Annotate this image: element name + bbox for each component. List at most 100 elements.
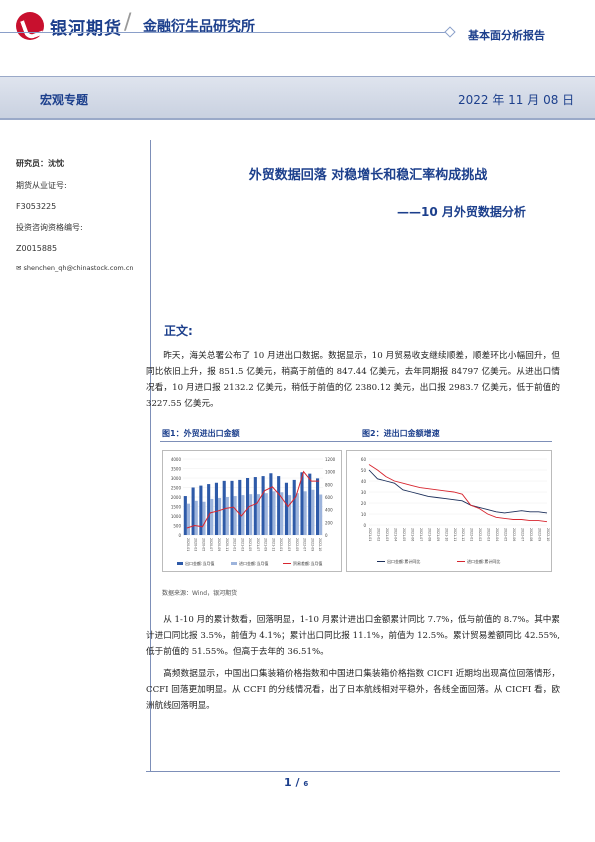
y-tick-label: 50 bbox=[361, 468, 367, 473]
y-left-tick-label: 500 bbox=[173, 524, 181, 529]
x-tick-label: 2022-05 bbox=[295, 538, 299, 551]
legend-label-balance: 贸易差额:当月值 bbox=[293, 560, 322, 566]
y-right-tick-label: 800 bbox=[325, 482, 333, 487]
export-bar bbox=[316, 478, 320, 535]
figure-2-title: 图2：进出口金额增速 bbox=[362, 429, 440, 438]
export-bar bbox=[191, 487, 195, 535]
export-bar bbox=[214, 482, 218, 535]
y-left-tick-label: 3500 bbox=[171, 467, 182, 472]
diamond-icon bbox=[444, 26, 456, 38]
company-name: 银河期货 bbox=[50, 19, 122, 39]
chart1-svg: 4000350030002500200015001000500012001000… bbox=[171, 457, 336, 566]
import-bar bbox=[295, 493, 299, 535]
x-tick-label: 2021-10 bbox=[444, 528, 448, 541]
current-page: 1 bbox=[284, 776, 292, 789]
export-growth-line bbox=[368, 469, 548, 514]
trade-balance-line bbox=[186, 470, 320, 529]
import-bar bbox=[311, 489, 315, 535]
import-bar bbox=[225, 497, 229, 535]
email-row: ✉ shenchen_qh@chinastock.com.cn bbox=[16, 264, 141, 272]
import-bar bbox=[264, 493, 268, 535]
category-band bbox=[0, 76, 595, 120]
x-tick-label: 2022-10 bbox=[318, 538, 322, 551]
header-divider bbox=[0, 32, 452, 33]
import-bar bbox=[256, 494, 260, 535]
report-subtitle: ——10 月外贸数据分析 bbox=[397, 205, 526, 219]
chart-trade-growth: 60 50 40 30 20 10 0 2021-01 2021-02 2021-03 2021-0… bbox=[346, 450, 552, 572]
x-tick-label: 2022-08 bbox=[529, 528, 533, 541]
x-tick-label: 2020-03 bbox=[194, 538, 198, 551]
export-bar bbox=[308, 473, 312, 535]
x-tick-label: 2020-07 bbox=[209, 538, 213, 551]
x-tick-label: 2021-03 bbox=[385, 528, 389, 541]
export-bar bbox=[284, 482, 288, 535]
figure-1-title: 图1：外贸进出口金额 bbox=[162, 429, 240, 438]
category-label: 宏观专题 bbox=[40, 93, 89, 107]
y-left-tick-label: 4000 bbox=[171, 457, 182, 462]
advisory-number: Z0015885 bbox=[16, 244, 58, 253]
import-bar bbox=[194, 500, 198, 535]
export-bar bbox=[238, 479, 242, 535]
y-left-tick-label: 1500 bbox=[171, 505, 182, 510]
sidebar-divider bbox=[150, 140, 151, 772]
x-tick-label: 2022-10 bbox=[546, 528, 550, 541]
y-right-tick-label: 0 bbox=[325, 533, 328, 538]
x-tick-label: 2021-04 bbox=[393, 528, 397, 541]
x-tick-label: 2022-03 bbox=[287, 538, 291, 551]
export-bar bbox=[277, 476, 281, 535]
export-bar bbox=[261, 476, 265, 535]
mail-icon: ✉ bbox=[16, 264, 24, 272]
page-separator: / bbox=[291, 776, 304, 789]
y-right-tick-label: 1000 bbox=[325, 470, 336, 475]
x-tick-label: 2021-05 bbox=[402, 528, 406, 541]
footer-divider bbox=[146, 771, 560, 772]
x-tick-label: 2021-11 bbox=[271, 538, 275, 551]
x-tick-label: 2022-09 bbox=[538, 528, 542, 541]
y-left-tick-label: 3000 bbox=[171, 476, 182, 481]
y-left-tick-label: 0 bbox=[178, 533, 181, 538]
y-tick-label: 10 bbox=[361, 512, 367, 517]
y-tick-label: 0 bbox=[363, 523, 366, 528]
legend-swatch-import bbox=[231, 562, 237, 565]
x-tick-label: 2022-01 bbox=[279, 538, 283, 551]
export-bar bbox=[253, 477, 257, 535]
chart-trade-amount: 4000 3500 3000 2500 2000 1500 1000 500 0 1200 1000… bbox=[162, 450, 342, 572]
y-tick-label: 60 bbox=[361, 457, 367, 462]
x-tick-label: 2020-05 bbox=[201, 538, 205, 551]
y-right-tick-label: 1200 bbox=[325, 457, 336, 462]
x-tick-label: 2022-01 bbox=[470, 528, 474, 541]
legend-swatch-export bbox=[177, 562, 183, 565]
y-tick-label: 30 bbox=[361, 490, 367, 495]
report-type: 基本面分析报告 bbox=[468, 29, 545, 42]
import-bar bbox=[303, 491, 307, 535]
export-bar bbox=[199, 485, 203, 535]
import-bar bbox=[233, 496, 237, 535]
y-right-tick-label: 600 bbox=[325, 495, 333, 500]
page-header: 银河期货 / 金融衍生品研究所 基本面分析报告 bbox=[0, 0, 595, 56]
x-tick-label: 2021-07 bbox=[256, 538, 260, 551]
x-tick-label: 2021-12 bbox=[461, 528, 465, 541]
import-bar bbox=[272, 491, 276, 535]
legend-label-import: 进口金额:当月值 bbox=[239, 560, 268, 566]
import-bar bbox=[218, 497, 222, 535]
import-bar bbox=[319, 494, 323, 535]
export-bar bbox=[222, 480, 226, 535]
x-tick-label: 2021-05 bbox=[248, 538, 252, 551]
x-tick-label: 2022-04 bbox=[495, 528, 499, 541]
report-date: 2022 年 11 月 08 日 bbox=[458, 93, 575, 107]
paragraph-1: 昨天，海关总署公布了 10 月进出口数据。数据显示，10 月贸易收支继续顺差，顺… bbox=[146, 351, 560, 409]
x-tick-label: 2020-11 bbox=[225, 538, 229, 551]
figure-divider bbox=[160, 441, 552, 442]
y-right-tick-label: 200 bbox=[325, 520, 333, 525]
email-link[interactable]: shenchen_qh@chinastock.com.cn bbox=[23, 264, 134, 272]
galaxy-logo-icon bbox=[16, 12, 44, 40]
import-bar bbox=[210, 498, 214, 535]
x-tick-label: 2021-11 bbox=[453, 528, 457, 541]
y-left-tick-label: 2500 bbox=[171, 486, 182, 491]
researcher-name: 研究员：沈忱 bbox=[16, 159, 64, 168]
export-bar bbox=[292, 479, 296, 535]
page-number: 1 / 6 bbox=[284, 776, 308, 789]
x-tick-label: 2022-02 bbox=[478, 528, 482, 541]
legend-label-import: 进口金额:累计同比 bbox=[467, 558, 500, 564]
